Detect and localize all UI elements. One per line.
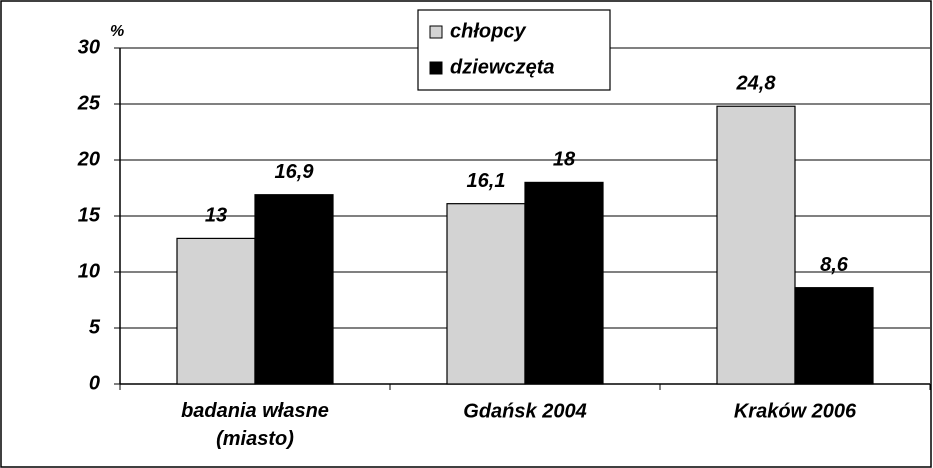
bar (524, 181, 604, 385)
y-tick-label: 10 (78, 260, 100, 282)
y-tick-label: 0 (89, 372, 100, 394)
bar (794, 287, 874, 385)
value-label: 16,9 (275, 161, 315, 183)
y-tick-label: 15 (78, 204, 101, 226)
value-label: 16,1 (467, 170, 506, 192)
y-tick-label: 30 (78, 36, 100, 58)
legend-swatch (429, 25, 443, 39)
legend-swatch (429, 61, 443, 75)
legend-label: dziewczęta (450, 56, 554, 78)
x-tick-label: badania własne (miasto) (181, 400, 329, 450)
x-tick-label: Gdańsk 2004 (463, 400, 586, 422)
bar (254, 194, 334, 385)
y-tick-label: 25 (77, 92, 101, 114)
bar (176, 237, 256, 385)
x-tick-label: Kraków 2006 (734, 400, 857, 422)
value-label: 8,6 (820, 254, 849, 276)
value-label: 24,8 (736, 73, 777, 95)
bar (446, 203, 526, 385)
bar (716, 105, 796, 385)
value-label: 13 (205, 205, 227, 227)
legend-label: chłopcy (450, 20, 526, 42)
y-axis-label: % (110, 23, 124, 40)
y-tick-label: 5 (89, 316, 101, 338)
legend-box (417, 9, 611, 91)
y-tick-label: 20 (77, 148, 100, 170)
value-label: 18 (553, 149, 576, 171)
